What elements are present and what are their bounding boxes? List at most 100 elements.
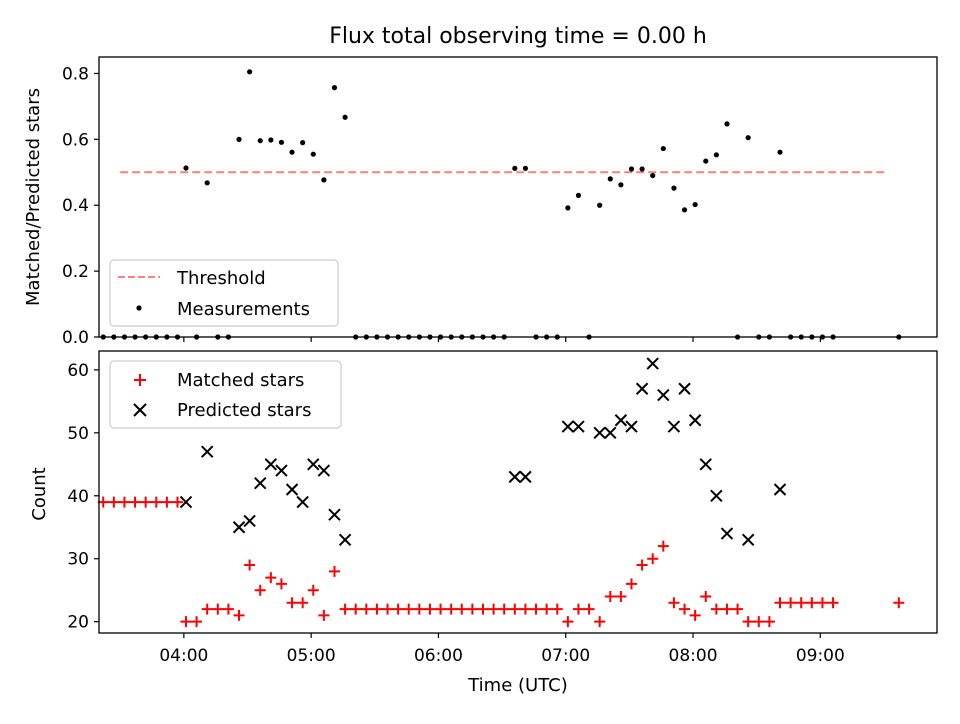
matched-stars-point [392,603,404,615]
predicted-stars-point [254,476,267,490]
predicted-stars-point [307,458,320,471]
matched-stars-point [742,616,754,628]
bottom-y-tick-label: 50 [67,424,89,444]
measurements-point [692,201,698,208]
bottom-x-tick-label: 07:00 [541,646,590,666]
matched-stars-point [530,603,542,615]
matched-stars-point [541,603,553,615]
matched-stars-point [456,603,468,615]
measurements-point [342,114,348,120]
matched-stars-point [108,496,120,508]
bottom-y-tick-label: 60 [67,361,89,381]
matched-stars-point [233,609,245,621]
matched-stars-point [339,603,351,615]
matched-stars-point [477,603,489,615]
matched-stars-point [328,565,340,577]
bottom-y-tick-label: 40 [67,487,89,507]
predicted-stars-point [508,470,522,484]
predicted-stars-point [561,420,575,433]
x-axis-label: Time (UTC) [467,675,568,696]
measurements-point [257,138,263,144]
matched-stars-point [318,609,330,621]
matched-stars-point [191,616,203,628]
measurements-point [300,140,306,146]
measurements-point [247,69,253,75]
predicted-stars-point [317,464,331,477]
matched-stars-point [403,603,415,615]
bottom-legend-box [109,360,342,429]
matched-stars-point [171,496,183,508]
predicted-stars-point [741,533,755,547]
matched-stars-point [785,597,797,609]
predicted-stars-point [635,382,649,395]
bottom-y-ticks: 20 30 40 50 60 [67,361,99,633]
bottom-y-tick-label: 30 [67,550,89,570]
top-y-axis-label: Matched/Predicted stars [23,88,44,306]
top-y-ticks: 0.0 0.2 0.4 0.6 0.8 [62,64,99,348]
measurements-point [650,172,656,179]
top-panel: 0.00.20.40.60.8 Matched/Predicted stars … [23,56,938,348]
predicted-stars-point [678,382,691,395]
predicted-stars-point [285,483,299,496]
matched-stars-point [816,597,828,609]
matched-stars-point [700,590,712,602]
chart-title: Flux total observing time = 0.00 h [329,24,707,49]
matched-stars-point [180,616,192,628]
matched-stars-point [350,603,362,615]
measurements-point [321,177,327,183]
matched-stars-point [615,590,627,602]
matched-stars-point [806,597,818,609]
matched-stars-point [360,603,372,615]
measurements-legend-label: Measurements [177,299,310,320]
matched-stars-point [297,597,309,609]
matched-stars-point [753,616,765,628]
matched-stars-point [466,603,478,615]
matched-stars-point [161,496,173,508]
matched-stars-point [763,616,775,628]
bottom-panel: 20 30 40 50 60 04:00 05:00 06:00 07:00 08:00 09:0… [29,350,938,696]
predicted-stars-point [179,495,193,509]
measurements-point [724,121,730,127]
predicted-stars-point [338,533,352,547]
predicted-stars-point [328,508,341,521]
matched-stars-point [413,603,425,615]
top-y-tick-label: 0.8 [62,64,89,84]
bottom-y-axis-label: Count [29,467,50,520]
measurements-point [777,149,783,155]
measurements-point [278,139,285,145]
top-axes-frame [98,56,938,338]
measurements-point [565,205,571,211]
top-y-tick-label: 0.0 [62,328,89,348]
top-legend: Threshold Measurements [109,259,339,327]
predicted-stars-point [604,426,617,440]
matched-stars-point [150,496,162,508]
bottom-legend: Matched stars Predicted stars [109,360,342,429]
predicted-stars-point [593,426,606,440]
predicted-stars-point [688,414,702,427]
matched-stars-point [562,616,574,628]
matched-stars-point [657,540,669,552]
matched-stars-point [424,603,436,615]
matched-stars-point [583,603,595,615]
matched-stars-point [275,578,287,590]
matched-stars-point [689,609,701,621]
matched-stars-point [382,603,394,615]
top-x-ticks [183,337,821,342]
matched-stars-point [721,603,733,615]
measurements-point [522,165,529,171]
predicted-legend-swatch [133,403,147,417]
matched-stars-point [795,597,807,609]
predicted-stars-point [296,495,309,509]
bottom-x-tick-label: 06:00 [414,646,463,666]
predicted-stars-point [699,458,712,471]
measurements-point [289,149,295,155]
predicted-stars-point [667,420,681,433]
matched-stars-point [594,616,606,628]
matched-stars-point [140,496,152,508]
measurements-point [607,176,613,182]
top-legend-box [109,259,339,327]
measurements-point [745,135,751,141]
matched-stars-point [286,597,298,609]
